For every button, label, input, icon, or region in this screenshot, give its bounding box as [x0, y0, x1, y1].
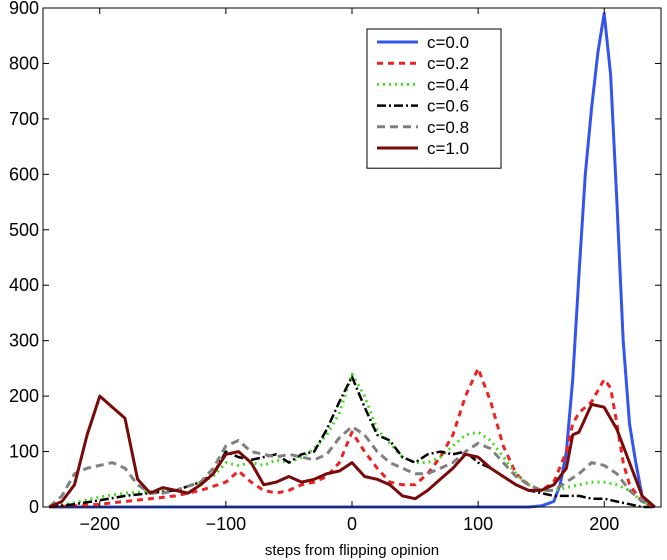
x-tick-label: 200 [589, 514, 619, 534]
y-tick-label: 700 [9, 109, 39, 129]
x-tick-label: 0 [347, 514, 357, 534]
y-tick-label: 200 [9, 386, 39, 406]
legend-label: c=0.6 [427, 97, 469, 116]
series-line-0 [49, 12, 656, 509]
legend: c=0.0 c=0.2 c=0.4 c=0.6 c=0.8 c=1.0 [366, 28, 502, 169]
legend-box [366, 28, 502, 169]
y-tick-label: 900 [9, 0, 39, 18]
x-tick-label: −200 [79, 514, 120, 534]
x-tick-label: −100 [206, 514, 247, 534]
series-line-2 [49, 372, 656, 509]
legend-label: c=0.0 [427, 33, 469, 52]
y-tick-label: 600 [9, 164, 39, 184]
y-tick-label: 300 [9, 331, 39, 351]
series-line-5 [48, 394, 656, 509]
y-tick-label: 800 [9, 53, 39, 73]
legend-label: c=0.2 [427, 54, 469, 73]
series-line-3 [49, 375, 655, 509]
x-axis-title: steps from flipping opinion [265, 542, 439, 559]
legend-label: c=0.4 [427, 75, 469, 94]
series-line-1 [49, 366, 656, 509]
series-line-4 [48, 425, 656, 509]
y-tick-label: 100 [9, 442, 39, 462]
plot-lines [48, 12, 656, 509]
y-tick-label: 400 [9, 275, 39, 295]
legend-label: c=1.0 [427, 139, 469, 158]
axis-ticks [43, 7, 661, 508]
y-tick-label: 500 [9, 220, 39, 240]
x-tick-label: 100 [463, 514, 493, 534]
tick-labels: −200 −100 0 100 200 0 100 200 300 400 500 600 700 800… [9, 0, 619, 534]
legend-label: c=0.8 [427, 118, 469, 137]
y-tick-label: 0 [29, 497, 39, 517]
